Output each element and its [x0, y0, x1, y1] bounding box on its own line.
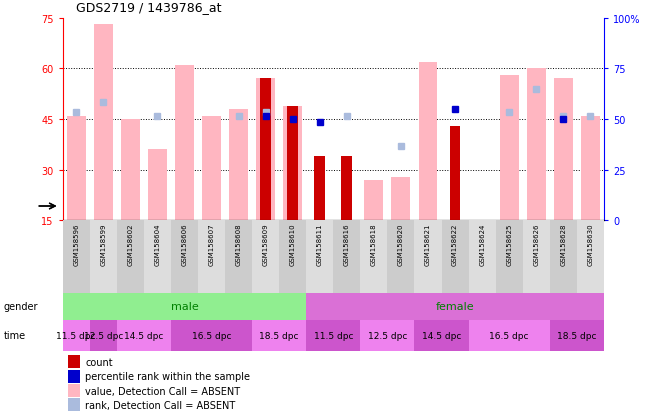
Text: GSM158599: GSM158599 [100, 223, 106, 266]
Bar [527, 69, 546, 221]
Bar [68, 355, 80, 368]
Text: 16.5 dpc: 16.5 dpc [192, 331, 231, 340]
Text: percentile rank within the sample: percentile rank within the sample [85, 371, 250, 381]
Bar [252, 320, 306, 351]
Bar [63, 320, 90, 351]
Text: 12.5 dpc: 12.5 dpc [368, 331, 407, 340]
Bar [198, 221, 225, 293]
Text: rank, Detection Call = ABSENT: rank, Detection Call = ABSENT [85, 400, 236, 410]
Text: 14.5 dpc: 14.5 dpc [124, 331, 164, 340]
Text: GSM158602: GSM158602 [127, 223, 133, 266]
Text: GSM158607: GSM158607 [209, 223, 214, 266]
Text: GDS2719 / 1439786_at: GDS2719 / 1439786_at [76, 2, 221, 14]
Text: 11.5 dpc: 11.5 dpc [57, 331, 96, 340]
Text: GSM158630: GSM158630 [587, 223, 593, 266]
Bar [202, 116, 221, 221]
Bar [279, 221, 306, 293]
Bar [581, 116, 600, 221]
Text: GSM158609: GSM158609 [263, 223, 269, 266]
Bar [554, 79, 573, 221]
Text: GSM158604: GSM158604 [154, 223, 160, 266]
Bar [314, 157, 325, 221]
Text: GSM158616: GSM158616 [344, 223, 350, 266]
Text: GSM158611: GSM158611 [317, 223, 323, 266]
Bar [469, 320, 550, 351]
Bar [68, 399, 80, 411]
Bar [306, 320, 360, 351]
Bar [283, 106, 302, 221]
Text: GSM158625: GSM158625 [506, 223, 512, 266]
Bar [306, 293, 604, 320]
Text: GSM158621: GSM158621 [425, 223, 431, 266]
Bar [364, 180, 383, 221]
Text: GSM158628: GSM158628 [560, 223, 566, 266]
Bar [387, 221, 414, 293]
Text: 18.5 dpc: 18.5 dpc [557, 331, 597, 340]
Bar [63, 221, 90, 293]
Bar [523, 221, 550, 293]
Bar [449, 126, 461, 221]
Text: GSM158622: GSM158622 [452, 223, 458, 266]
Bar [90, 320, 117, 351]
Bar [175, 66, 194, 221]
Text: GSM158596: GSM158596 [73, 223, 79, 266]
Text: 18.5 dpc: 18.5 dpc [259, 331, 299, 340]
Bar [550, 320, 604, 351]
Bar [500, 76, 519, 221]
Bar [121, 120, 140, 221]
Bar [148, 150, 167, 221]
Bar [94, 25, 113, 221]
Bar [418, 62, 438, 221]
Text: GSM158606: GSM158606 [182, 223, 187, 266]
Bar [550, 221, 577, 293]
Bar [171, 221, 198, 293]
Text: value, Detection Call = ABSENT: value, Detection Call = ABSENT [85, 386, 240, 396]
Bar [144, 221, 171, 293]
Text: GSM158608: GSM158608 [236, 223, 242, 266]
Text: male: male [170, 301, 199, 312]
Bar [442, 221, 469, 293]
Text: gender: gender [3, 301, 38, 312]
Bar [414, 221, 442, 293]
Bar [496, 221, 523, 293]
Bar [414, 320, 469, 351]
Bar [341, 157, 352, 221]
Text: GSM158620: GSM158620 [398, 223, 404, 266]
Text: 14.5 dpc: 14.5 dpc [422, 331, 461, 340]
Text: GSM158624: GSM158624 [479, 223, 485, 266]
Text: time: time [3, 330, 26, 341]
Bar [117, 320, 171, 351]
Bar [63, 293, 306, 320]
Bar [67, 116, 86, 221]
Bar [90, 221, 117, 293]
Bar [256, 79, 275, 221]
Bar [260, 79, 271, 221]
Bar [68, 384, 80, 397]
Text: GSM158626: GSM158626 [533, 223, 539, 266]
Bar [252, 221, 279, 293]
Text: female: female [436, 301, 475, 312]
Text: 12.5 dpc: 12.5 dpc [84, 331, 123, 340]
Bar [306, 221, 333, 293]
Bar [469, 221, 496, 293]
Bar [333, 221, 360, 293]
Bar [287, 106, 298, 221]
Text: 11.5 dpc: 11.5 dpc [314, 331, 353, 340]
Text: GSM158610: GSM158610 [290, 223, 296, 266]
Bar [225, 221, 252, 293]
Bar [68, 370, 80, 383]
Bar [360, 320, 414, 351]
Text: GSM158618: GSM158618 [371, 223, 377, 266]
Bar [391, 177, 411, 221]
Text: 16.5 dpc: 16.5 dpc [490, 331, 529, 340]
Text: count: count [85, 357, 113, 367]
Bar [171, 320, 252, 351]
Bar [229, 109, 248, 221]
Bar [360, 221, 387, 293]
Bar [117, 221, 144, 293]
Bar [577, 221, 604, 293]
